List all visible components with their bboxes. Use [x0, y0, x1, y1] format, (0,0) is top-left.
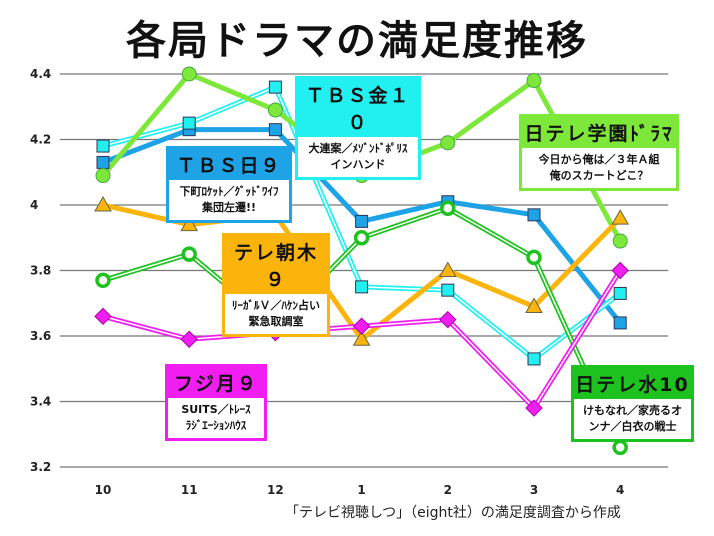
data-point-square [613, 316, 627, 330]
label-head: フジ月９ [168, 367, 264, 398]
data-point-circle [440, 135, 456, 151]
label-head: 日テレ水10 [574, 368, 691, 399]
data-point-triangle [438, 261, 457, 277]
data-point-square [527, 208, 541, 222]
label-head: ＴＢＳ日９ [169, 149, 289, 180]
label-line: けもなれ／家売るオ [583, 404, 682, 417]
label-line: ンナ／白衣の戦士 [588, 420, 677, 433]
data-point-ring [353, 230, 370, 246]
data-point-triangle [525, 297, 543, 314]
label-tbs-sun: ＴＢＳ日９ 下町ﾛｹｯﾄ／ｸﾞｯﾄﾞﾜｲﾌ 集団左遷!! [166, 146, 292, 223]
y-tick-label: 3.2 [30, 460, 51, 474]
label-line: SUITS／ﾄﾚｰｽ [181, 403, 251, 416]
y-tick-label: 3.8 [30, 264, 51, 278]
label-line: 今日から俺は／３年Ａ組 [538, 153, 660, 166]
x-tick-label: 10 [95, 483, 112, 497]
x-tick-label: 11 [181, 483, 198, 497]
label-line: インハンド [330, 158, 386, 171]
data-point-diamond [611, 261, 629, 280]
label-ntv-gakuen: 日テレ学園ﾄﾞﾗﾏ 今日から俺は／３年Ａ組 俺のスカートどこ？ [519, 114, 679, 191]
data-point-diamond [94, 307, 112, 326]
data-point-diamond [352, 317, 371, 335]
source-note: 「テレビ視聴しつ」（eight社）の満足度調査から作成 [285, 505, 621, 521]
data-point-circle [181, 66, 197, 82]
data-point-diamond [439, 310, 457, 329]
x-tick-label: 1 [357, 483, 365, 497]
label-line: 俺のスカートどこ？ [549, 169, 649, 182]
label-ex-thu: テレ朝木９ ﾘｰｶﾞﾙＶ／ﾊｹﾝ占い 緊急取調室 [222, 233, 330, 337]
data-point-triangle [94, 195, 112, 212]
y-tick-label: 4.4 [30, 67, 51, 81]
data-point-ring [612, 439, 628, 456]
data-point-square [355, 280, 369, 294]
data-point-square [527, 352, 541, 366]
data-point-square [268, 80, 282, 94]
label-fuji-mon: フジ月９ SUITS／ﾄﾚｰｽ ﾗｼﾞｴｰｼｮﾝﾊｳｽ [165, 364, 267, 441]
data-point-circle [612, 233, 628, 249]
data-point-ring [181, 246, 197, 262]
label-head: テレ朝木９ [225, 236, 327, 294]
x-tick-label: 4 [616, 483, 624, 497]
data-point-circle [95, 168, 111, 184]
data-point-circle [267, 102, 283, 118]
label-line: 緊急取調室 [248, 315, 304, 328]
x-tick-label: 3 [530, 483, 538, 497]
label-line: 大連案／ﾒｿﾞﾝﾄﾞﾎﾟﾘｽ [308, 142, 408, 155]
data-point-triangle [352, 330, 371, 346]
data-point-ring [526, 249, 542, 266]
data-point-diamond [180, 330, 198, 348]
data-point-triangle [180, 215, 199, 232]
data-point-square [355, 214, 369, 228]
data-point-square [96, 155, 110, 169]
data-point-square [96, 139, 110, 153]
data-point-square [182, 116, 196, 130]
x-tick-label: 2 [444, 483, 452, 497]
chart-title: 各局ドラマの満足度推移 [126, 18, 588, 64]
data-point-square [441, 283, 455, 297]
data-point-diamond [525, 399, 543, 417]
data-point-square [268, 123, 282, 137]
x-tick-label: 12 [267, 483, 284, 497]
data-point-triangle [611, 209, 630, 225]
label-line: ﾗｼﾞｴｰｼｮﾝﾊｳｽ [185, 419, 247, 432]
label-ntv-wed: 日テレ水10 けもなれ／家売るオ ンナ／白衣の戦士 [571, 365, 694, 442]
y-tick-label: 3.6 [30, 329, 51, 343]
y-tick-label: 4 [30, 198, 38, 212]
label-head: 日テレ学園ﾄﾞﾗﾏ [522, 117, 676, 148]
data-point-square [613, 286, 627, 300]
y-tick-label: 4.2 [30, 133, 51, 147]
data-point-ring [95, 272, 111, 289]
label-head: ＴＢＳ金１０ [298, 79, 418, 137]
data-point-ring [440, 200, 456, 217]
label-line: 集団左遷!! [201, 201, 257, 214]
y-tick-label: 3.4 [30, 395, 51, 409]
label-line: ﾘｰｶﾞﾙＶ／ﾊｹﾝ占い [232, 299, 320, 312]
data-point-circle [526, 73, 542, 89]
label-line: 下町ﾛｹｯﾄ／ｸﾞｯﾄﾞﾜｲﾌ [179, 185, 279, 198]
label-tbs-fri: ＴＢＳ金１０ 大連案／ﾒｿﾞﾝﾄﾞﾎﾟﾘｽ インハンド [295, 76, 421, 180]
